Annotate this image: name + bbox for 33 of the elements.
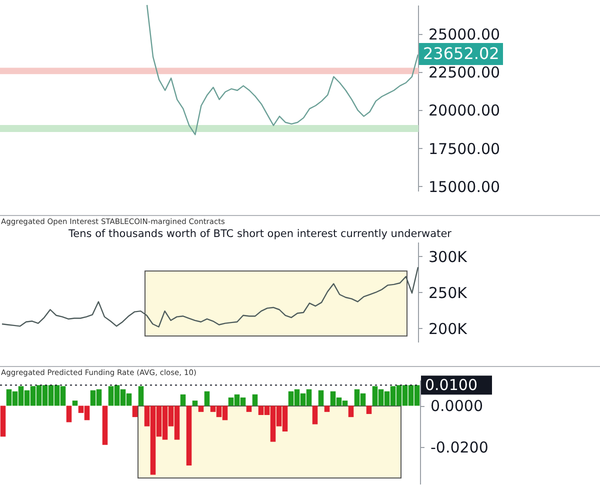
bar xyxy=(66,406,72,422)
bar xyxy=(324,406,330,412)
y-tick-label: 0.0000 xyxy=(430,397,483,416)
bar xyxy=(180,394,186,406)
bar xyxy=(192,400,198,406)
ref-line-label: 0.0100 xyxy=(425,376,478,394)
bar xyxy=(132,406,138,418)
bar xyxy=(0,406,6,437)
bar xyxy=(72,400,78,406)
bar xyxy=(366,406,372,414)
y-tick-label: -0.0200 xyxy=(430,438,488,456)
bar xyxy=(102,406,108,445)
bar xyxy=(246,406,252,412)
y-tick-label: 250K xyxy=(428,284,468,302)
bar xyxy=(252,394,258,406)
y-tick-label: 20000.00 xyxy=(428,102,500,120)
text: Tens of thousands worth of BTC short open interest currently underwater xyxy=(68,228,452,240)
y-tick-label: 200K xyxy=(428,320,468,338)
y-tick-label: 17500.00 xyxy=(428,140,500,158)
y-tick-label: 15000.00 xyxy=(428,178,500,196)
y-tick-label: 22500.00 xyxy=(428,64,500,82)
bar xyxy=(186,406,192,466)
text: 23652.02 xyxy=(419,43,504,65)
y-tick-label: 25000.00 xyxy=(428,25,500,44)
bar xyxy=(204,391,210,406)
bar xyxy=(138,386,144,406)
y-tick-label: 300K xyxy=(428,248,468,266)
bar xyxy=(348,406,354,418)
line-series xyxy=(1,266,419,328)
bar xyxy=(198,406,204,412)
bar xyxy=(318,390,324,406)
line-series xyxy=(146,4,419,136)
bar xyxy=(312,406,318,424)
